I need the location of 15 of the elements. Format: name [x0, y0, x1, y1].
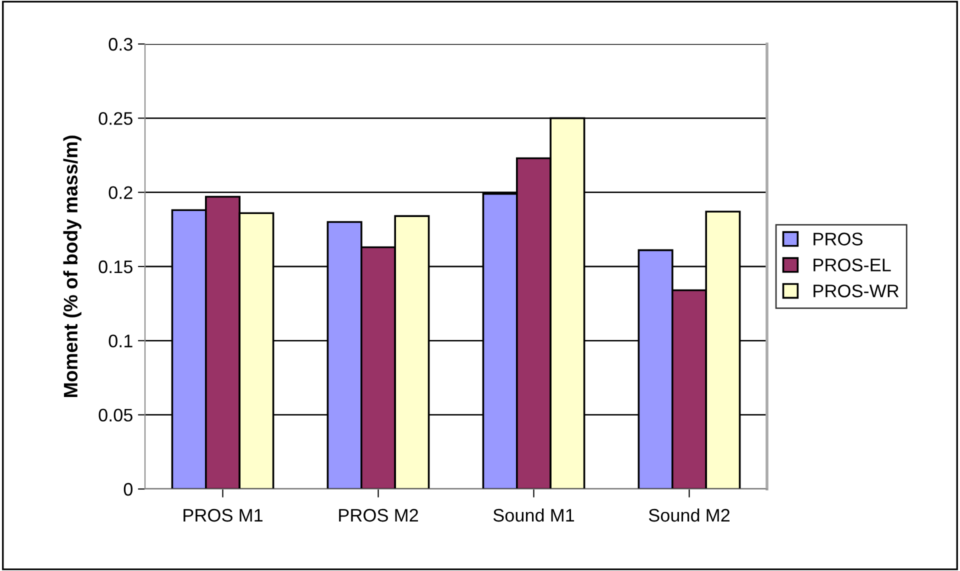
y-tick-label: 0.05: [98, 408, 132, 422]
y-tick-label: 0.1: [108, 334, 132, 348]
y-tick-label: 0.15: [98, 260, 132, 274]
y-tick-label: 0: [124, 482, 132, 496]
legend-label: PROS: [814, 232, 862, 246]
y-tick-label: 0.25: [98, 112, 132, 125]
y-tick-label: 0.2: [108, 186, 132, 200]
x-tick-label: Sound M2: [648, 508, 730, 522]
y-tick-label: 0.3: [108, 38, 132, 51]
x-tick-label: Sound M1: [493, 508, 574, 522]
legend-label: PROS-WR: [814, 284, 899, 298]
x-tick-label: PROS M1: [184, 508, 263, 522]
x-tick-label: PROS M2: [339, 508, 418, 522]
y-axis-title: Moment (% of body mass/m): [63, 136, 82, 397]
legend-label: PROS-EL: [814, 258, 891, 272]
